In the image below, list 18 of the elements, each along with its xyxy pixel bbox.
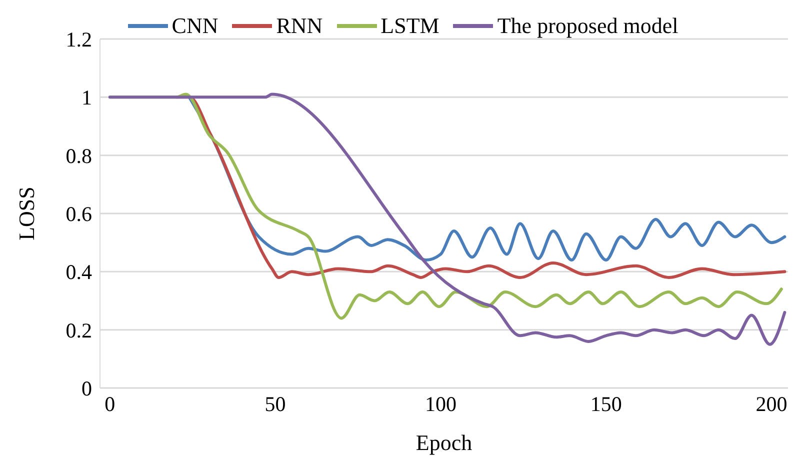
legend-label: RNN — [276, 13, 323, 39]
y-tick-label: 0.2 — [66, 318, 92, 342]
x-axis-title: Epoch — [416, 430, 472, 455]
y-tick-label: 1 — [82, 86, 92, 110]
y-tick-label: 1.2 — [66, 27, 92, 52]
legend-label: The proposed model — [497, 13, 678, 39]
x-tick-label: 0 — [104, 392, 116, 416]
legend-label: LSTM — [380, 13, 440, 39]
y-tick-label: 0.8 — [66, 144, 92, 168]
x-tick-label: 200 — [756, 392, 788, 416]
y-tick-label: 0 — [82, 376, 92, 400]
legend-label: CNN — [172, 13, 218, 39]
y-axis-title: LOSS — [14, 186, 39, 240]
x-tick-label: 100 — [424, 392, 456, 416]
x-tick-label: 50 — [264, 392, 286, 416]
y-tick-label: 0.6 — [66, 202, 92, 226]
y-tick-label: 0.4 — [66, 260, 92, 284]
x-tick-label: 150 — [590, 392, 622, 416]
